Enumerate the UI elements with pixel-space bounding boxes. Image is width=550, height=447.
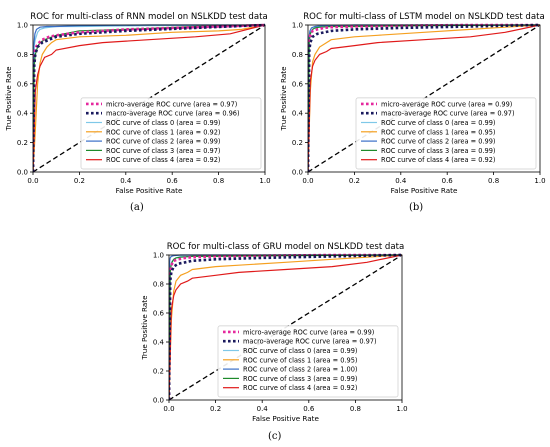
legend-entry: ROC curve of class 3 (area = 0.97) <box>106 147 221 155</box>
y-tick-label: 0.2 <box>153 368 164 376</box>
legend-entry: macro-average ROC curve (area = 0.96) <box>106 110 240 118</box>
roc-series-line <box>33 24 266 172</box>
legend-entry: ROC curve of class 3 (area = 0.99) <box>243 375 358 383</box>
legend-entry: micro-average ROC curve (area = 0.99) <box>243 328 374 336</box>
y-tick-label: 0.6 <box>17 80 29 88</box>
plot-frame <box>32 24 266 173</box>
legend-entry: ROC curve of class 2 (area = 1.00) <box>243 366 358 374</box>
roc-series-line <box>169 253 403 400</box>
roc-chart-gru: ROC for multi-class of GRU model on NSLK… <box>140 242 408 423</box>
legend-entry: ROC curve of class 0 (area = 0.99) <box>106 119 221 127</box>
y-tick-label: 0.4 <box>17 110 29 118</box>
x-tick-label: 0.4 <box>395 177 407 185</box>
y-tick-label: 0.2 <box>17 139 28 147</box>
plot-frame <box>168 254 403 401</box>
y-tick-label: 0.0 <box>17 169 28 177</box>
roc-series-line <box>33 24 266 172</box>
y-tick-label: 0.2 <box>292 139 303 147</box>
x-tick-label: 0.2 <box>74 177 85 185</box>
chart-title: ROC for multi-class of LSTM model on NSL… <box>303 12 545 22</box>
x-tick-label: 0.4 <box>257 405 269 413</box>
legend-entry: ROC curve of class 4 (area = 0.92) <box>106 156 221 164</box>
x-tick-label: 1.0 <box>396 405 407 413</box>
chart-title: ROC for multi-class of GRU model on NSLK… <box>167 242 405 252</box>
x-tick-label: 0.8 <box>488 177 499 185</box>
x-tick-label: 0.8 <box>350 405 361 413</box>
chart-panel-gru: ROC for multi-class of GRU model on NSLK… <box>137 232 412 427</box>
y-axis-label: True Positive Rate <box>279 66 288 132</box>
roc-chart-rnn: ROC for multi-class of RNN model on NSLK… <box>4 12 271 195</box>
caption-b: (b) <box>409 202 424 213</box>
x-tick-label: 0.8 <box>213 177 224 185</box>
roc-series-line <box>308 23 541 172</box>
x-tick-label: 1.0 <box>259 177 270 185</box>
legend-entry: ROC curve of class 2 (area = 0.99) <box>106 138 221 146</box>
legend-entry: ROC curve of class 0 (area = 0.99) <box>381 119 496 127</box>
legend-entry: macro-average ROC curve (area = 0.97) <box>243 338 377 346</box>
x-tick-label: 0.2 <box>210 405 221 413</box>
y-tick-label: 1.0 <box>153 252 164 260</box>
x-tick-label: 0.6 <box>167 177 179 185</box>
legend-entry: macro-average ROC curve (area = 0.97) <box>381 110 515 118</box>
legend-entry: ROC curve of class 0 (area = 0.99) <box>243 347 358 355</box>
y-tick-label: 0.6 <box>153 310 165 318</box>
legend-box <box>80 97 262 170</box>
plot-frame <box>307 24 541 173</box>
legend-entry: ROC curve of class 2 (area = 0.99) <box>381 138 496 146</box>
x-tick-label: 0.0 <box>163 405 174 413</box>
roc-series-line <box>33 24 266 172</box>
y-tick-label: 0.8 <box>153 281 164 289</box>
x-axis-label: False Positive Rate <box>391 186 458 195</box>
y-tick-label: 0.4 <box>292 110 304 118</box>
y-axis-label: True Positive Rate <box>140 295 149 361</box>
x-tick-label: 1.0 <box>534 177 545 185</box>
chart-panel-rnn: ROC for multi-class of RNN model on NSLK… <box>0 0 275 200</box>
legend-entry: ROC curve of class 4 (area = 0.92) <box>381 156 496 164</box>
x-tick-label: 0.6 <box>442 177 454 185</box>
legend-entry: ROC curve of class 3 (area = 0.99) <box>381 147 496 155</box>
chart-title: ROC for multi-class of RNN model on NSLK… <box>30 12 268 22</box>
y-tick-label: 0.0 <box>153 397 164 405</box>
x-tick-label: 0.4 <box>120 177 132 185</box>
roc-series-line <box>169 253 402 400</box>
roc-series-line <box>308 24 541 172</box>
y-tick-label: 0.8 <box>17 51 28 59</box>
roc-series-line <box>169 254 403 400</box>
x-axis-label: False Positive Rate <box>252 414 319 423</box>
y-tick-label: 0.6 <box>292 80 304 88</box>
legend-entry: ROC curve of class 1 (area = 0.95) <box>381 128 496 136</box>
y-tick-label: 0.8 <box>292 51 303 59</box>
y-tick-label: 1.0 <box>292 22 303 30</box>
roc-chart-lstm: ROC for multi-class of LSTM model on NSL… <box>279 12 546 195</box>
y-tick-label: 0.4 <box>153 339 165 347</box>
x-tick-label: 0.2 <box>349 177 360 185</box>
legend-entry: micro-average ROC curve (area = 0.99) <box>381 100 512 108</box>
legend-entry: micro-average ROC curve (area = 0.97) <box>106 100 237 108</box>
legend-box <box>355 97 537 170</box>
legend-entry: ROC curve of class 1 (area = 0.92) <box>106 128 221 136</box>
caption-c: (c) <box>268 431 282 442</box>
legend-entry: ROC curve of class 1 (area = 0.95) <box>243 356 358 364</box>
legend-box <box>217 325 399 398</box>
x-tick-label: 0.0 <box>302 177 313 185</box>
roc-series-line <box>33 23 266 172</box>
legend-entry: ROC curve of class 4 (area = 0.92) <box>243 384 358 392</box>
chart-panel-lstm: ROC for multi-class of LSTM model on NSL… <box>275 0 550 200</box>
y-tick-label: 1.0 <box>17 22 28 30</box>
caption-a: (a) <box>130 202 144 213</box>
x-axis-label: False Positive Rate <box>116 186 183 195</box>
roc-series-line <box>308 24 541 172</box>
x-tick-label: 0.0 <box>27 177 38 185</box>
y-axis-label: True Positive Rate <box>4 66 13 132</box>
x-tick-label: 0.6 <box>303 405 315 413</box>
y-tick-label: 0.0 <box>292 169 303 177</box>
